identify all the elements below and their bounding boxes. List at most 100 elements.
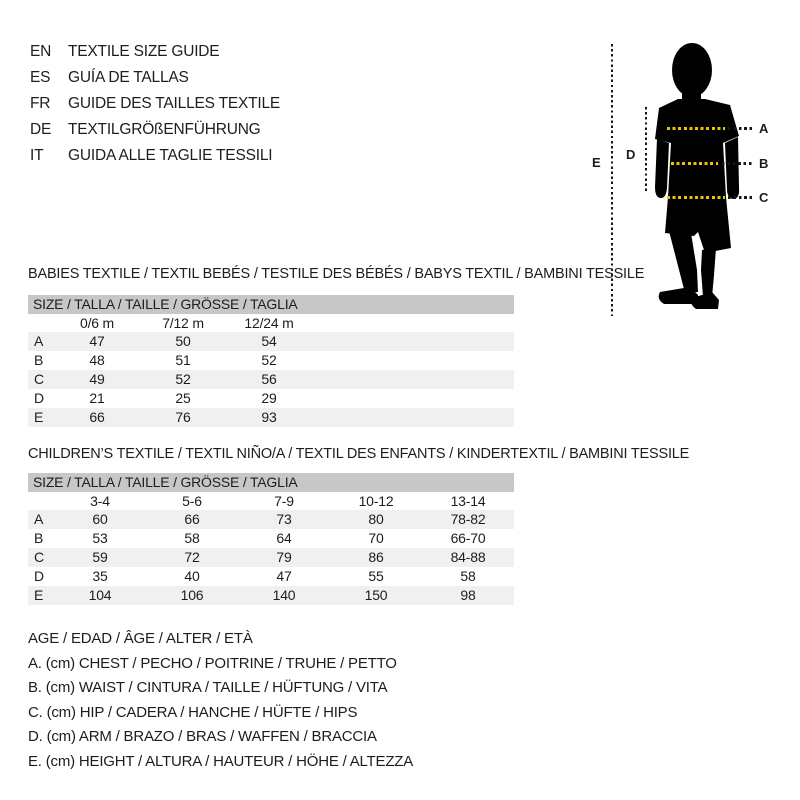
row-label: A [34, 511, 44, 527]
children-size-table: SIZE / TALLA / TAILLE / GRÖSSE / TAGLIA … [28, 473, 514, 605]
cell-value: 104 [88, 587, 112, 603]
table-row: E 66 76 93 [28, 408, 514, 427]
measure-label-d: D [626, 147, 636, 162]
table-row: B 53 58 64 70 66-70 [28, 529, 514, 548]
cell-value: 50 [175, 333, 191, 349]
chest-measure-line-yellow [667, 127, 725, 130]
language-list: EN TEXTILE SIZE GUIDE ES GUÍA DE TALLAS FR GU… [30, 39, 280, 169]
babies-table-columns: 0/6 m 7/12 m 12/24 m [28, 314, 514, 332]
hip-measure-line [728, 196, 754, 199]
language-code: ES [30, 69, 51, 86]
children-table-columns: 3-4 5-6 7-9 10-12 13-14 [28, 492, 514, 510]
cell-value: 84-88 [450, 549, 486, 565]
language-row: FR GUIDE DES TAILLES TEXTILE [30, 91, 280, 117]
cell-value: 35 [92, 568, 108, 584]
column-header: 10-12 [358, 493, 394, 509]
cell-value: 25 [175, 390, 191, 406]
legend-line: B. (cm) WAIST / CINTURA / TAILLE / HÜFTU… [28, 679, 388, 697]
measure-label-b: B [759, 156, 769, 171]
row-label: C [34, 371, 44, 387]
cell-value: 66 [89, 409, 105, 425]
column-header: 3-4 [90, 493, 110, 509]
table-row: C 49 52 56 [28, 370, 514, 389]
language-title: GUIDA ALLE TAGLIE TESSILI [68, 147, 273, 164]
language-row: DE TEXTILGRÖßENFÜHRUNG [30, 117, 280, 143]
child-silhouette [655, 43, 740, 309]
cell-value: 54 [261, 333, 277, 349]
legend-line: E. (cm) HEIGHT / ALTURA / HAUTEUR / HÖHE… [28, 752, 414, 770]
cell-value: 78-82 [450, 511, 486, 527]
measure-label-e: E [592, 155, 601, 170]
cell-value: 21 [89, 390, 105, 406]
cell-value: 64 [276, 530, 292, 546]
cell-value: 150 [364, 587, 388, 603]
language-code: IT [30, 147, 44, 164]
measurement-legend: AGE / EDAD / ÂGE / ALTER / ETÀ A. (cm) CH… [28, 627, 413, 775]
language-title: TEXTILGRÖßENFÜHRUNG [68, 121, 261, 138]
table-row: E 104 106 140 150 98 [28, 586, 514, 605]
measurement-diagram: E D A B C [0, 0, 800, 340]
language-code: FR [30, 95, 51, 112]
babies-table-header: SIZE / TALLA / TAILLE / GRÖSSE / TAGLIA [28, 295, 514, 314]
language-title: GUIDE DES TAILLES TEXTILE [68, 95, 281, 112]
language-row: ES GUÍA DE TALLAS [30, 65, 280, 91]
cell-value: 80 [368, 511, 384, 527]
row-label: E [34, 409, 44, 425]
measure-label-a: A [759, 121, 769, 136]
cell-value: 59 [92, 549, 108, 565]
cell-value: 56 [261, 371, 277, 387]
column-header: 13-14 [450, 493, 486, 509]
cell-value: 140 [272, 587, 296, 603]
row-label: D [34, 390, 44, 406]
legend-line: A. (cm) CHEST / PECHO / POITRINE / TRUHE… [28, 654, 397, 672]
column-header: 7/12 m [162, 315, 204, 331]
cell-value: 53 [92, 530, 108, 546]
cell-value: 70 [368, 530, 384, 546]
cell-value: 51 [175, 352, 191, 368]
table-row: D 21 25 29 [28, 389, 514, 408]
legend-line: D. (cm) ARM / BRAZO / BRAS / WAFFEN / BR… [28, 728, 377, 746]
legend-age-line: AGE / EDAD / ÂGE / ALTER / ETÀ [28, 630, 253, 647]
cell-value: 79 [276, 549, 292, 565]
cell-value: 60 [92, 511, 108, 527]
cell-value: 73 [276, 511, 292, 527]
children-table-rows: A 60 66 73 80 78-82 B 53 58 64 70 66-70 C 59 72 79 86 84-… [28, 510, 514, 605]
chest-measure-line [728, 127, 754, 130]
babies-section-title: BABIES TEXTILE / TEXTIL BEBÉS / TESTILE … [28, 266, 645, 282]
waist-measure-line-yellow [671, 162, 718, 165]
arm-measure-line [645, 107, 648, 193]
children-table-header: SIZE / TALLA / TAILLE / GRÖSSE / TAGLIA [28, 473, 514, 492]
cell-value: 48 [89, 352, 105, 368]
language-row: EN TEXTILE SIZE GUIDE [30, 39, 280, 65]
babies-size-table: SIZE / TALLA / TAILLE / GRÖSSE / TAGLIA … [28, 295, 514, 427]
cell-value: 66 [184, 511, 200, 527]
hip-measure-line-yellow [667, 196, 725, 199]
table-row: B 48 51 52 [28, 351, 514, 370]
cell-value: 58 [460, 568, 476, 584]
children-section-title: CHILDREN’S TEXTILE / TEXTIL NIÑO/A / TEX… [28, 446, 690, 462]
cell-value: 86 [368, 549, 384, 565]
language-row: IT GUIDA ALLE TAGLIE TESSILI [30, 143, 280, 169]
cell-value: 49 [89, 371, 105, 387]
column-spacer [28, 492, 54, 510]
column-spacer [28, 314, 54, 332]
legend-line: C. (cm) HIP / CADERA / HANCHE / HÜFTE / … [28, 703, 358, 721]
row-label: B [34, 530, 44, 546]
babies-table-rows: A 47 50 54 B 48 51 52 C 49 52 56 D 21 25 29 E 66 76 93 [28, 332, 514, 427]
cell-value: 55 [368, 568, 384, 584]
row-label: E [34, 587, 44, 603]
table-row: A 60 66 73 80 78-82 [28, 510, 514, 529]
column-header: 12/24 m [244, 315, 294, 331]
table-row: D 35 40 47 55 58 [28, 567, 514, 586]
language-title: TEXTILE SIZE GUIDE [68, 43, 220, 60]
cell-value: 29 [261, 390, 277, 406]
language-code: EN [30, 43, 52, 60]
language-code: DE [30, 121, 52, 138]
measure-label-c: C [759, 190, 769, 205]
cell-value: 47 [276, 568, 292, 584]
table-row: A 47 50 54 [28, 332, 514, 351]
cell-value: 98 [460, 587, 476, 603]
height-measure-line [611, 44, 614, 316]
cell-value: 76 [175, 409, 191, 425]
